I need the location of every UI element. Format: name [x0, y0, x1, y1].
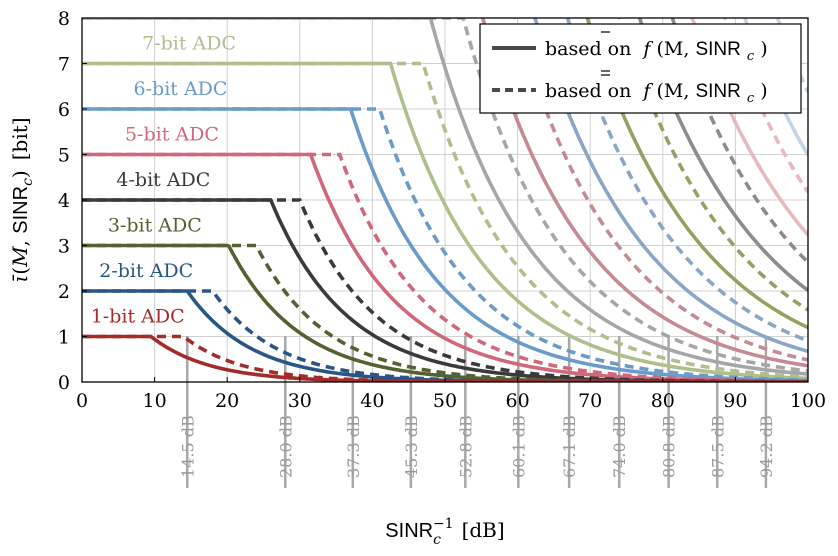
threshold-label-11: 94.2 dB	[757, 415, 776, 478]
x-tick-label-100: 100	[790, 390, 826, 412]
threshold-label-2: 28.0 dB	[276, 415, 295, 478]
threshold-label-10: 87.5 dB	[708, 415, 727, 478]
x-tick-label-60: 60	[506, 390, 530, 412]
x-tick-label-10: 10	[143, 390, 167, 412]
threshold-markers: 14.5 dB 28.0 dB 37.3 dB 45.3 dB 52.8 dB 60.1 …	[178, 336, 776, 488]
series-dashed-1bit	[82, 334, 808, 382]
legend-dashed-close: )	[760, 80, 767, 102]
legend: based on f (M, SINR c ) based on f (M, S…	[479, 23, 802, 114]
series-solid-8bit	[82, 18, 808, 376]
y-label-unit: [bit]	[8, 117, 32, 160]
series-solid-12bit	[637, 18, 808, 292]
threshold-label-5: 52.8 dB	[456, 415, 475, 478]
y-tick-label-7: 7	[58, 54, 70, 76]
series-labels: 1-bit ADC 2-bit ADC 3-bit ADC 4-bit ADC 5-bi…	[91, 33, 236, 328]
y-label-iota: ῑ	[8, 275, 32, 283]
y-label-comma: ,	[8, 234, 32, 247]
x-tick-label-50: 50	[433, 390, 457, 412]
series-label-6bit: 6-bit ADC	[134, 78, 228, 100]
threshold-label-6: 60.1 dB	[509, 415, 528, 478]
series-label-5bit: 5-bit ADC	[125, 124, 219, 146]
x-tick-label-0: 0	[76, 390, 88, 412]
legend-solid-args: (M,	[657, 38, 696, 60]
series-solid-6bit	[82, 107, 808, 382]
series-solid-10bit	[533, 18, 808, 354]
threshold-label-1: 14.5 dB	[178, 415, 197, 478]
series-label-7bit: 7-bit ADC	[142, 33, 236, 55]
series-solid-11bit	[585, 18, 808, 330]
legend-dashed-prefix: based on	[545, 80, 631, 102]
x-label-main: SINR	[385, 520, 433, 542]
x-axis-label: SINRc−1 [dB]	[385, 516, 504, 548]
x-tick-label-70: 70	[578, 390, 602, 412]
y-label-m: M	[8, 246, 32, 268]
y-tick-label-1: 1	[58, 327, 70, 349]
legend-dashed-label: based on f (M, SINR c )	[545, 80, 768, 107]
legend-solid-sub: c	[747, 49, 755, 64]
y-tick-label-3: 3	[58, 236, 70, 258]
x-label-unit: [dB]	[462, 518, 505, 542]
series-label-3bit: 3-bit ADC	[108, 215, 202, 237]
series-solid-9bit	[480, 18, 808, 368]
legend-solid-prefix: based on	[545, 38, 631, 60]
series-label-2bit: 2-bit ADC	[99, 260, 193, 282]
legend-dashed-sinr: SINR	[695, 81, 740, 102]
y-tick-label-2: 2	[58, 281, 70, 303]
y-tick-label-6: 6	[58, 99, 70, 121]
series-dashed-10bit	[565, 18, 808, 343]
series-solid-7bit	[82, 61, 808, 381]
legend-solid-label: based on f (M, SINR c )	[545, 38, 768, 65]
y-label-open: (	[8, 267, 32, 275]
series-label-1bit: 1-bit ADC	[91, 306, 185, 328]
y-tick-label-5: 5	[58, 145, 70, 167]
legend-solid-close: )	[760, 38, 767, 60]
threshold-label-9: 80.8 dB	[660, 415, 679, 478]
y-tick-label-8: 8	[58, 8, 70, 30]
y-tick-label-4: 4	[58, 190, 70, 212]
x-tick-label-30: 30	[288, 390, 312, 412]
legend-solid-sinr: SINR	[695, 39, 740, 60]
series-label-4bit: 4-bit ADC	[116, 169, 210, 191]
x-label-sup: −1	[433, 516, 454, 532]
y-axis-label: ῑ(M, SINRc) [bit]	[8, 117, 36, 282]
threshold-label-7: 67.1 dB	[560, 415, 579, 478]
series-dashed-11bit	[618, 18, 808, 312]
legend-dashed-func: f	[641, 80, 653, 102]
y-label-sinr: SINR	[10, 186, 32, 234]
axis-ticks: 0 10 20 30 40 50 60 70 80 90 100 0 1 2 3 4 5 6 7 8	[58, 8, 826, 412]
x-label-sub: c	[433, 532, 441, 548]
y-tick-label-0: 0	[58, 372, 70, 394]
x-tick-label-40: 40	[360, 390, 384, 412]
threshold-label-3: 37.3 dB	[344, 415, 363, 478]
x-tick-label-80: 80	[651, 390, 675, 412]
threshold-label-4: 45.3 dB	[402, 415, 421, 478]
legend-solid-func: f	[641, 38, 653, 60]
x-tick-label-90: 90	[723, 390, 747, 412]
x-tick-label-20: 20	[215, 390, 239, 412]
legend-box	[479, 23, 802, 114]
legend-dashed-args: (M,	[657, 80, 696, 102]
threshold-label-8: 74.0 dB	[610, 415, 629, 478]
y-label-sub: c	[20, 178, 36, 186]
legend-dashed-sub: c	[747, 91, 755, 106]
y-label-close: )	[8, 170, 32, 178]
